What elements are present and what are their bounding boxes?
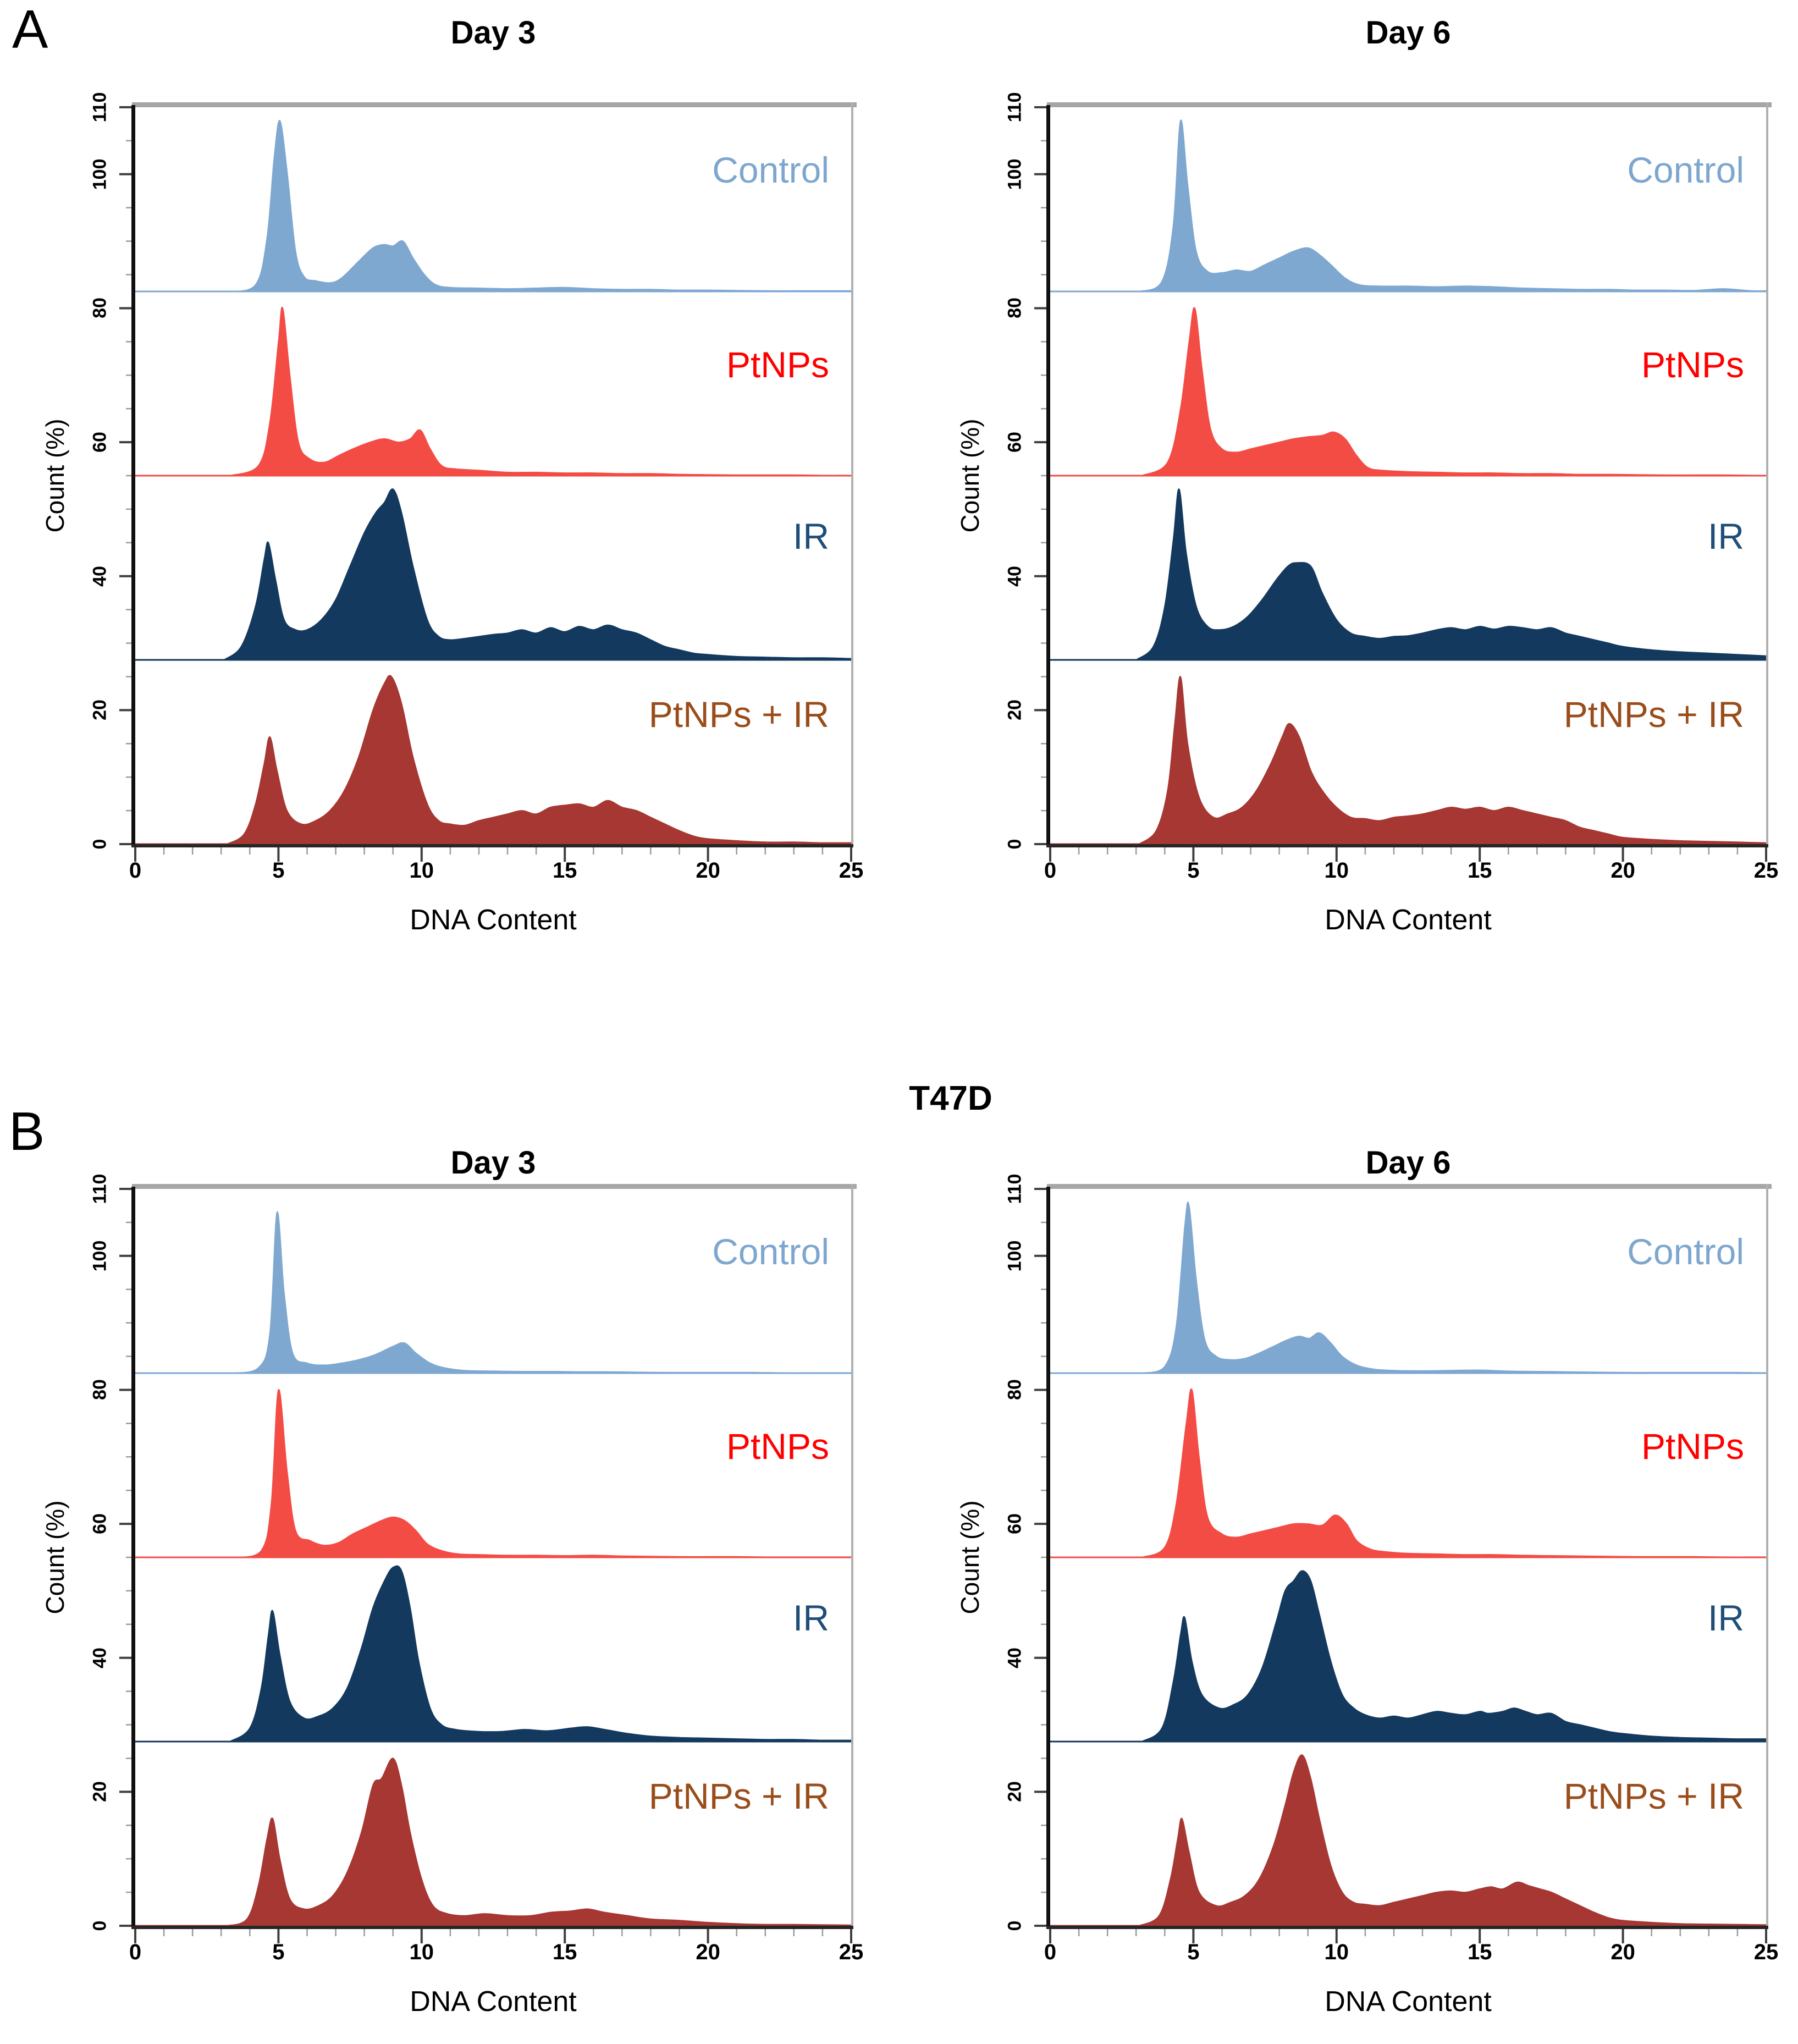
y-tick-label: 110 [1004,92,1025,123]
series-label-control: Control [712,150,829,190]
x-tick-label: 10 [409,858,434,883]
chart-b-day6: Day 6 Count (%) Control PtNPs IR PtNPs +… [956,1145,1778,2018]
x-tick-label: 20 [696,1940,720,1964]
x-tick-label: 15 [1467,858,1492,883]
x-tick-label: 25 [839,1940,864,1964]
x-tick-label: 10 [1324,858,1349,883]
chart-a-day3: Day 3 Count (%) Control PtNPs IR PtNPs +… [41,15,863,936]
y-tick-label: 110 [1004,1173,1025,1204]
histogram-plot [1034,102,1772,862]
chart-title: Day 3 [450,15,536,51]
y-tick-label: 20 [89,699,111,721]
y-tick-label: 100 [89,158,111,190]
y-tick-label: 40 [1004,1647,1025,1668]
y-tick-label: 40 [89,565,111,587]
y-tick-label: 0 [89,1920,111,1931]
x-tick-label: 0 [1044,858,1057,883]
series-label-ir: IR [1708,1597,1744,1638]
y-tick-label: 20 [89,1781,111,1803]
cell-line-title: T47D [909,1079,992,1117]
chart-a-day6: Day 6 Count (%) Control PtNPs IR PtNPs +… [956,15,1778,936]
y-tick-label: 40 [89,1647,111,1668]
chart-title: Day 3 [450,1145,536,1181]
series-label-ptnps: PtNPs [1641,1426,1744,1467]
x-tick-label: 15 [1467,1940,1492,1964]
y-tick-label: 20 [1004,1781,1025,1803]
y-axis-label: Count (%) [956,418,984,533]
y-tick-label: 0 [89,839,111,850]
x-tick-label: 20 [696,858,720,883]
series-label-ptnps: PtNPs [1641,344,1744,385]
y-tick-label: 60 [89,1513,111,1534]
histogram-plot [119,1184,857,1943]
series-label-ptnps: PtNPs [726,344,829,385]
series-label-control: Control [1627,1231,1744,1272]
y-axis-label: Count (%) [956,1500,984,1615]
series-label-control: Control [712,1231,829,1272]
series-label-ptnps-ir: PtNPs + IR [1563,1776,1744,1816]
y-tick-label: 60 [1004,1513,1025,1534]
x-tick-label: 10 [1324,1940,1349,1964]
x-tick-label: 5 [1187,1940,1200,1964]
y-tick-label: 100 [1004,158,1025,190]
y-tick-label: 60 [1004,432,1025,453]
x-axis-label: DNA Content [410,1986,577,2018]
y-tick-label: 110 [89,1173,111,1204]
series-label-ir: IR [793,516,829,557]
x-tick-label: 5 [1187,858,1200,883]
x-tick-label: 0 [1044,1940,1057,1964]
x-tick-label: 5 [272,1940,285,1964]
y-tick-label: 0 [1004,839,1025,850]
histogram-plot [1034,1184,1772,1943]
x-axis-label: DNA Content [1325,904,1492,936]
y-tick-label: 80 [89,297,111,319]
y-tick-label: 110 [89,92,111,123]
y-tick-label: 100 [89,1240,111,1272]
x-tick-label: 25 [1753,858,1779,883]
y-axis-label: Count (%) [41,418,69,533]
y-tick-label: 80 [1004,1379,1025,1401]
x-tick-label: 20 [1611,858,1635,883]
y-tick-label: 0 [1004,1920,1025,1931]
series-label-ptnps-ir: PtNPs + IR [648,694,829,735]
chart-title: Day 6 [1365,15,1451,51]
y-tick-label: 80 [1004,297,1025,319]
chart-b-day3: Day 3 Count (%) Control PtNPs IR PtNPs +… [41,1145,863,2018]
x-axis-label: DNA Content [1325,1986,1492,2018]
x-axis-label: DNA Content [410,904,577,936]
histogram-plot [119,102,857,862]
series-label-ptnps-ir: PtNPs + IR [648,1776,829,1816]
x-tick-label: 25 [839,858,864,883]
x-tick-label: 0 [129,858,142,883]
x-tick-label: 20 [1611,1940,1635,1964]
y-axis-label: Count (%) [41,1500,69,1615]
panel-b-label: B [9,1101,45,1161]
series-label-ptnps: PtNPs [726,1426,829,1467]
x-tick-label: 5 [272,858,285,883]
chart-title: Day 6 [1365,1145,1451,1181]
series-label-ptnps-ir: PtNPs + IR [1563,694,1744,735]
x-tick-label: 10 [409,1940,434,1964]
series-label-ir: IR [1708,516,1744,557]
panel-a-label: A [12,0,48,59]
y-tick-label: 60 [89,432,111,453]
x-tick-label: 0 [129,1940,142,1964]
series-label-control: Control [1627,150,1744,190]
y-tick-label: 40 [1004,565,1025,587]
series-label-ir: IR [793,1597,829,1638]
x-tick-label: 25 [1753,1940,1779,1964]
x-tick-label: 15 [552,1940,577,1964]
x-tick-label: 15 [552,858,577,883]
y-tick-label: 80 [89,1379,111,1401]
y-tick-label: 20 [1004,699,1025,721]
y-tick-label: 100 [1004,1240,1025,1272]
